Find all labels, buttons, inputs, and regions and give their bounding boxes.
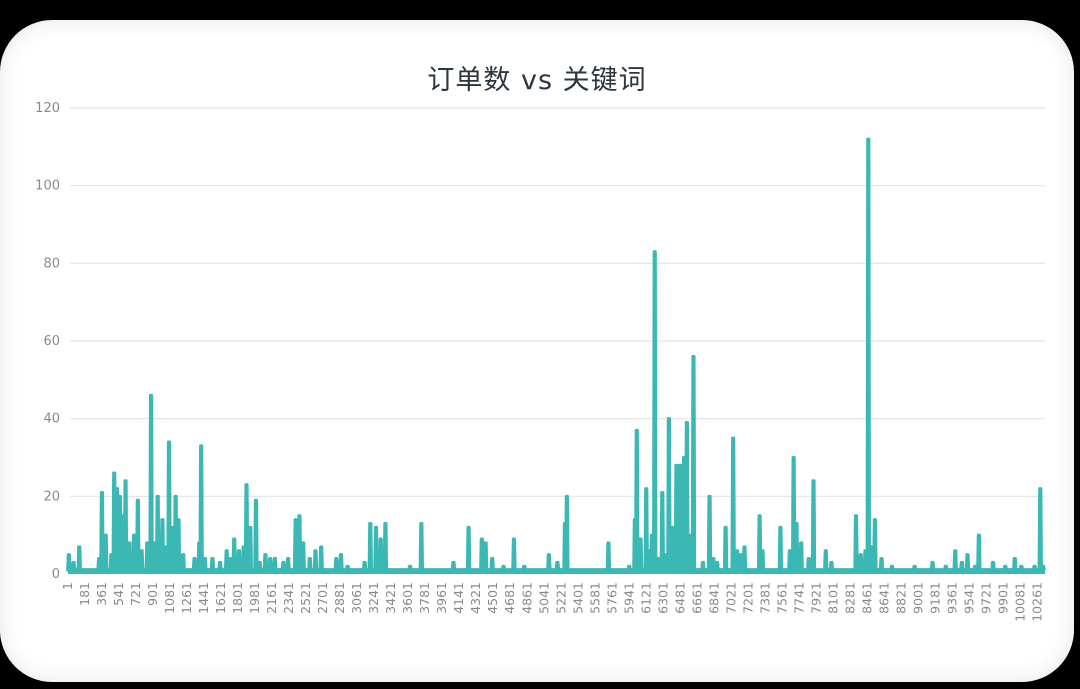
x-tick-label: 8821 [893, 582, 908, 614]
chart-plot: 0 20 40 60 80 100 120 1 181 361 541 721 901 1081 1261… [35, 101, 1046, 622]
x-tick-label: 9181 [927, 582, 942, 614]
x-tick-label: 1441 [196, 582, 211, 614]
x-tick-label: 3961 [434, 582, 449, 614]
x-tick-label: 4321 [468, 582, 483, 614]
gridlines [70, 107, 1045, 497]
x-tick-label: 3781 [417, 582, 432, 614]
x-tick-label: 1 [60, 582, 75, 590]
x-tick-label: 6661 [689, 582, 704, 614]
y-tick-label: 60 [43, 334, 60, 349]
x-tick-label: 4861 [519, 582, 534, 614]
y-tick-label: 0 [52, 567, 60, 582]
x-tick-label: 3601 [400, 582, 415, 614]
x-axis-ticks: 1 181 361 541 721 901 1081 1261 1441 1621 1801 1981… [60, 582, 1045, 622]
x-tick-label: 7561 [774, 582, 789, 614]
y-axis-ticks: 0 20 40 60 80 100 120 [35, 101, 60, 582]
x-tick-label: 2701 [315, 582, 330, 614]
x-tick-label: 541 [111, 582, 126, 606]
x-tick-label: 5221 [553, 582, 568, 614]
x-tick-label: 6481 [672, 582, 687, 614]
x-tick-label: 10261 [1030, 582, 1045, 622]
x-tick-label: 8641 [876, 582, 891, 614]
x-tick-label: 1081 [162, 582, 177, 614]
x-tick-label: 2161 [264, 582, 279, 614]
x-tick-label: 721 [128, 582, 143, 606]
x-tick-label: 2341 [281, 582, 296, 614]
x-tick-label: 1621 [213, 582, 228, 614]
x-tick-label: 361 [94, 582, 109, 606]
x-tick-label: 901 [145, 582, 160, 606]
series-line [66, 137, 1046, 572]
x-tick-label: 9001 [910, 582, 925, 614]
x-tick-label: 1981 [247, 582, 262, 614]
x-tick-label: 4141 [451, 582, 466, 614]
y-tick-label: 100 [35, 179, 60, 194]
x-tick-label: 9541 [961, 582, 976, 614]
x-tick-label: 181 [77, 582, 92, 606]
x-tick-label: 5581 [587, 582, 602, 614]
x-tick-label: 8281 [842, 582, 857, 614]
x-tick-label: 5401 [570, 582, 585, 614]
x-tick-label: 5041 [536, 582, 551, 614]
x-tick-label: 4681 [502, 582, 517, 614]
chart-card: 订单数 vs 关键词 0 20 40 60 80 100 120 1 181 361 541 721… [0, 20, 1074, 682]
x-tick-label: 6121 [638, 582, 653, 614]
x-tick-label: 5941 [621, 582, 636, 614]
x-tick-label: 7741 [791, 582, 806, 614]
x-tick-label: 1261 [179, 582, 194, 614]
series-baseline [68, 568, 1045, 574]
x-tick-label: 7021 [723, 582, 738, 614]
chart-title: 订单数 vs 关键词 [427, 65, 647, 96]
x-tick-label: 2881 [332, 582, 347, 614]
y-tick-label: 120 [35, 101, 60, 116]
x-tick-label: 10081 [1013, 582, 1028, 622]
x-tick-label: 8461 [859, 582, 874, 614]
x-tick-label: 9901 [996, 582, 1011, 614]
y-tick-label: 80 [43, 256, 60, 271]
x-tick-label: 3061 [349, 582, 364, 614]
x-tick-label: 9361 [944, 582, 959, 614]
x-tick-label: 7201 [740, 582, 755, 614]
x-tick-label: 6301 [655, 582, 670, 614]
x-tick-label: 8101 [825, 582, 840, 614]
x-tick-label: 9721 [979, 582, 994, 614]
x-tick-label: 7921 [808, 582, 823, 614]
x-tick-label: 5761 [604, 582, 619, 614]
y-tick-label: 20 [43, 489, 60, 504]
x-tick-label: 4501 [485, 582, 500, 614]
x-tick-label: 3421 [383, 582, 398, 614]
x-tick-label: 6841 [706, 582, 721, 614]
x-tick-label: 1801 [230, 582, 245, 614]
x-tick-label: 7381 [757, 582, 772, 614]
y-tick-label: 40 [43, 412, 60, 427]
x-tick-label: 2521 [298, 582, 313, 614]
x-tick-label: 3241 [366, 582, 381, 614]
